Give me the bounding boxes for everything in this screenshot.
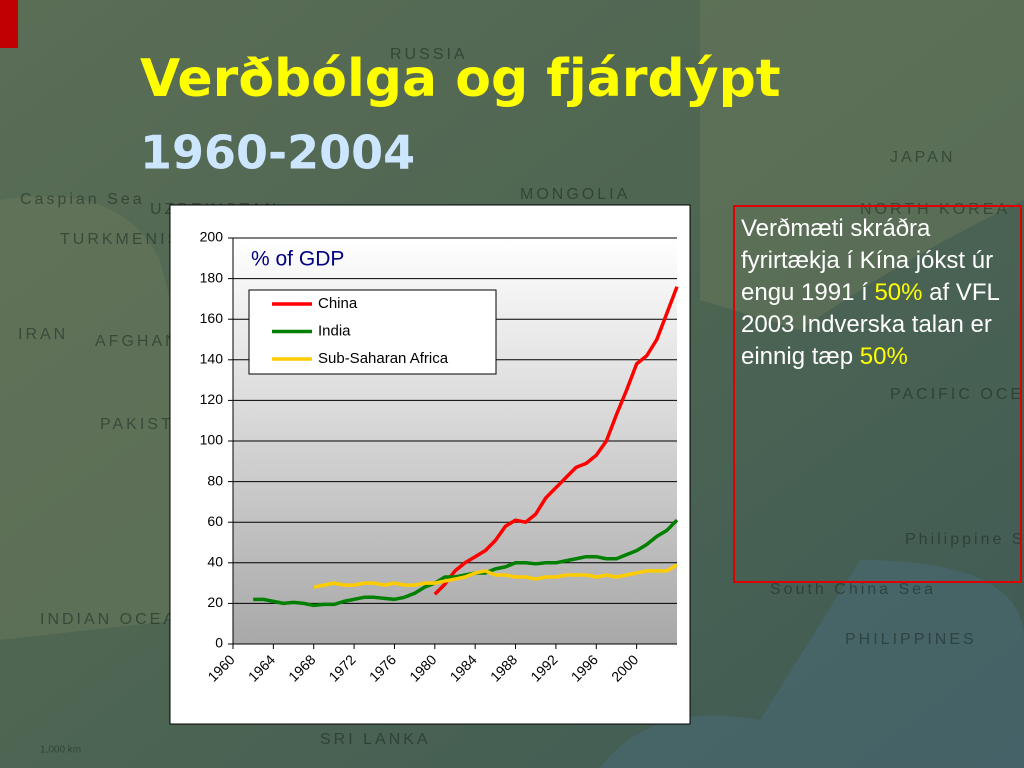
- map-label: IRAN: [18, 326, 68, 343]
- map-label: INDIAN OCEAN: [40, 611, 192, 628]
- y-tick-label: 120: [200, 391, 224, 407]
- series-line: [253, 518, 679, 608]
- legend-label: Sub-Saharan Africa: [318, 350, 449, 367]
- map-label: PACIFIC OCEAN: [890, 386, 1024, 403]
- y-tick-label: 20: [207, 594, 223, 610]
- map-label: Caspian Sea: [20, 191, 145, 208]
- map-label: SRI LANKA: [320, 731, 431, 748]
- map-label: MONGOLIA: [520, 186, 630, 203]
- slide-title: Verðbólga og fjárdýpt: [140, 49, 781, 109]
- map-label: RUSSIA: [390, 46, 468, 63]
- y-tick-label: 180: [200, 269, 224, 285]
- y-tick-label: 200: [200, 229, 224, 245]
- sea: [600, 560, 1024, 768]
- annotation: % of GDP: [251, 248, 344, 271]
- text-segment: 50%: [874, 279, 923, 306]
- y-tick-label: 40: [207, 554, 223, 570]
- slide-subtitle: 1960-2004: [140, 126, 415, 180]
- text-box: Verðmæti skráðra fyrirtækja í Kína jókst…: [733, 205, 1022, 583]
- legend-label: China: [318, 295, 358, 312]
- y-tick-label: 0: [215, 635, 223, 651]
- series-line: [313, 563, 678, 589]
- y-tick-label: 60: [207, 513, 223, 529]
- text-segment: af VFL 2003 Indverska talan er einnig tæ…: [741, 279, 1006, 370]
- y-tick-label: 140: [200, 351, 224, 367]
- map-label: Philippine Sea: [905, 531, 1024, 548]
- series-line: [433, 286, 679, 596]
- land: [0, 196, 226, 640]
- legend-label: India: [318, 322, 351, 339]
- land: [700, 0, 1024, 330]
- text-segment: Verðmæti skráðra fyrirtækja í Kína jókst…: [741, 215, 1000, 306]
- map-label: 1,000 km: [40, 745, 81, 756]
- accent-bar: [0, 0, 18, 48]
- y-tick-label: 160: [200, 310, 224, 326]
- text-segment: 50%: [859, 343, 908, 370]
- map-label: South China Sea: [770, 581, 936, 598]
- y-tick-label: 100: [200, 432, 224, 448]
- map-label: JAPAN: [890, 149, 955, 166]
- map-label: PHILIPPINES: [845, 631, 977, 648]
- y-tick-label: 80: [207, 472, 223, 488]
